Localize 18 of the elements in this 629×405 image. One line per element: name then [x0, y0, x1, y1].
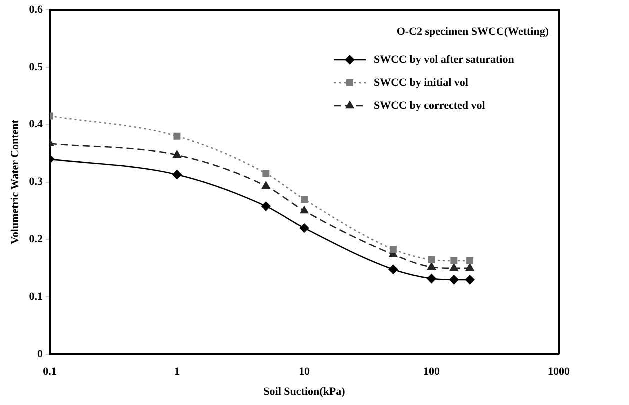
x-tick-label: 10 [298, 366, 310, 378]
y-tick-label: 0.6 [29, 4, 44, 16]
legend-title: O-C2 specimen SWCC(Wetting) [396, 26, 550, 38]
x-tick-label: 1000 [548, 366, 570, 378]
y-tick-label: 0.3 [29, 176, 44, 188]
legend-label: SWCC by corrected vol [374, 100, 486, 112]
y-tick-label: 0 [37, 348, 44, 360]
x-tick-label: 100 [423, 366, 440, 378]
x-axis-title: Soil Suction(kPa) [264, 386, 346, 398]
legend-label: SWCC by initial vol [374, 76, 468, 89]
x-tick-label: 1 [174, 366, 180, 378]
y-tick-label: 0.2 [29, 234, 44, 246]
y-tick-label: 0.5 [29, 61, 44, 74]
x-tick-label: 0.1 [43, 366, 57, 378]
y-tick-label: 0.1 [29, 291, 43, 304]
y-tick-label: 0.4 [29, 118, 44, 131]
legend-label: SWCC by vol after saturation [374, 54, 514, 66]
y-axis-title: Volumetric Water Content [9, 120, 22, 245]
